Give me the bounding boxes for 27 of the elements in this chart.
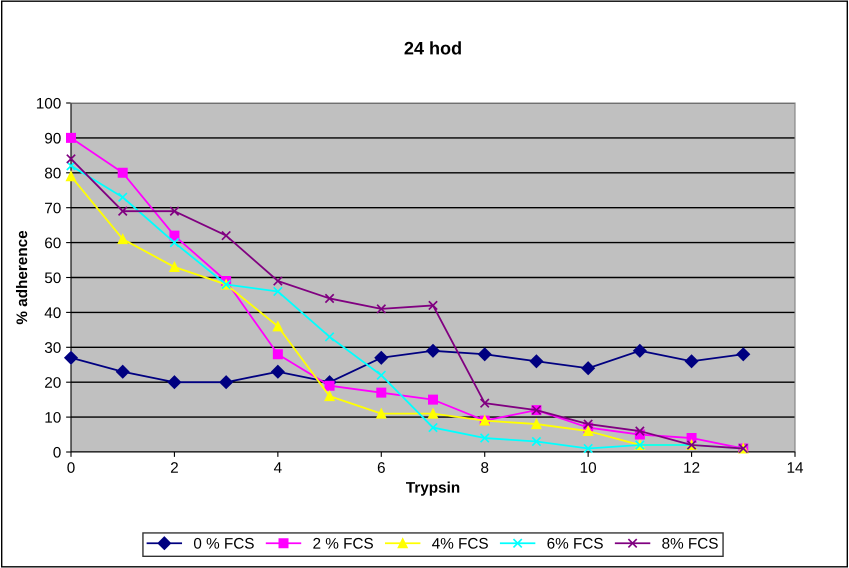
legend-label: 4% FCS (432, 538, 488, 549)
y-tick-label: 0 (53, 446, 61, 458)
y-tick-label: 10 (45, 412, 61, 423)
y-tick-label: 40 (44, 307, 61, 318)
y-axis-title: % adherence (16, 230, 28, 324)
y-tick-label: 90 (45, 132, 61, 144)
x-tick-label: 2 (170, 462, 178, 473)
y-tick-label: 60 (45, 237, 61, 248)
y-tick-label: 70 (45, 202, 61, 214)
y-tick-label: 100 (36, 98, 61, 109)
x-tick-label: 0 (67, 462, 75, 473)
y-tick-label: 80 (44, 168, 61, 178)
y-tick-label: 30 (44, 342, 61, 353)
x-tick-label: 8 (481, 462, 488, 473)
chart-title: 24 hod (404, 41, 461, 55)
x-axis-title: Trypsin (406, 482, 460, 496)
legend-label: 8% FCS (662, 538, 718, 549)
x-tick-label: 14 (788, 462, 804, 473)
y-tick-label: 50 (44, 272, 61, 284)
x-tick-label: 4 (274, 462, 282, 473)
x-tick-label: 10 (580, 462, 596, 473)
legend-label: 0 % FCS (194, 538, 254, 549)
x-tick-label: 6 (378, 462, 385, 473)
x-tick-label: 12 (684, 462, 700, 473)
legend-label: 2 % FCS (313, 538, 373, 549)
legend-label: 6% FCS (547, 538, 603, 549)
y-tick-label: 20 (45, 377, 61, 388)
